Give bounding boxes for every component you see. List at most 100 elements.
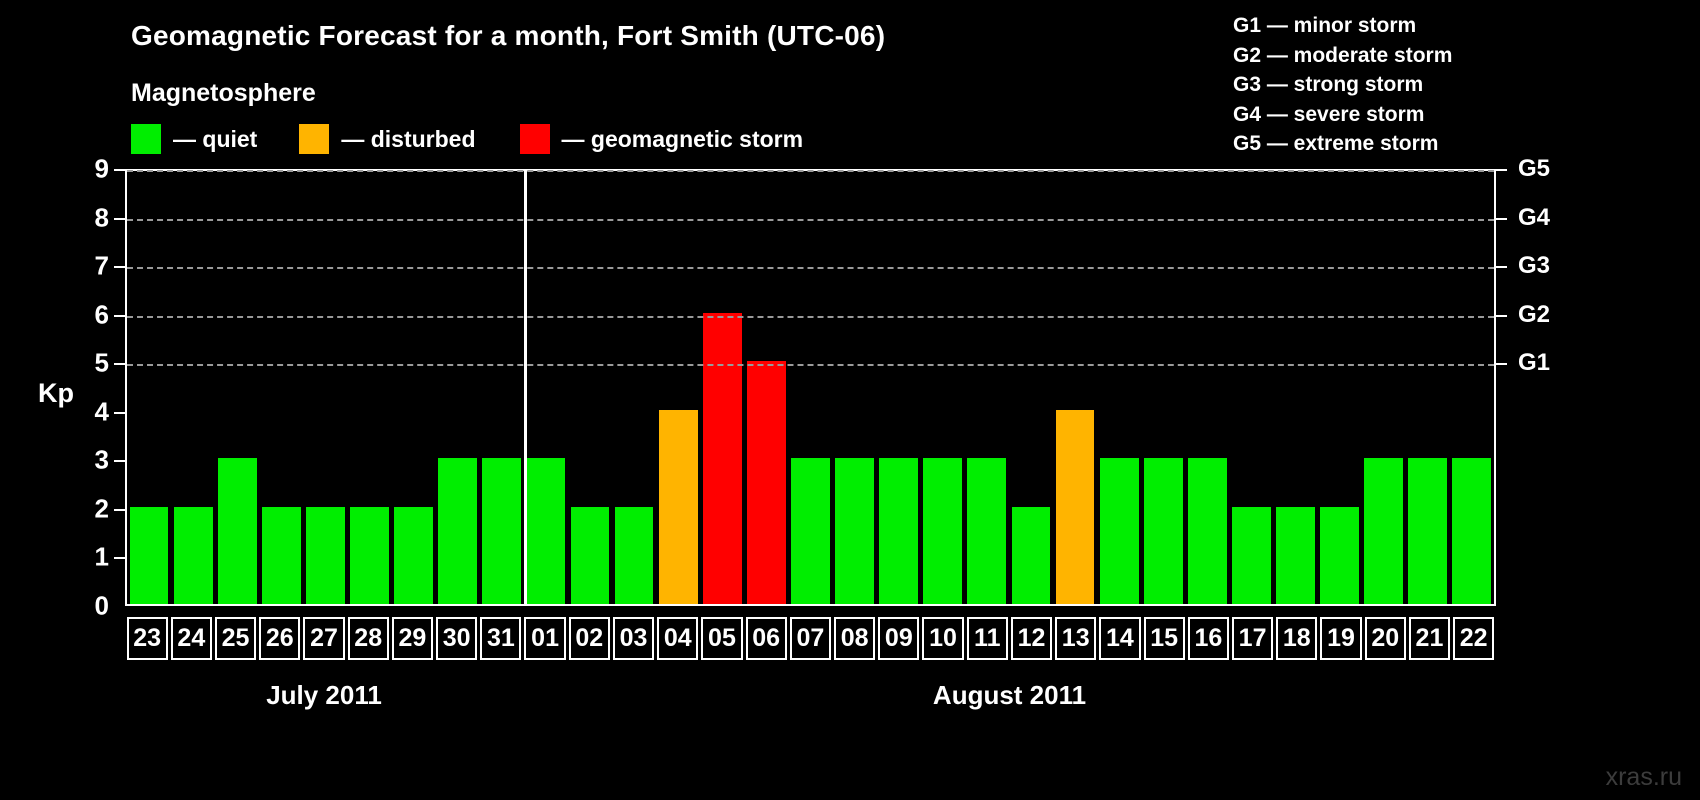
y-tick-label-6: 6 bbox=[94, 299, 109, 330]
g-axis-label-g2: G2 bbox=[1518, 300, 1551, 328]
legend-swatch-quiet bbox=[131, 124, 161, 154]
bar-08 bbox=[835, 458, 874, 604]
bar-07 bbox=[791, 458, 830, 604]
bar-slot bbox=[259, 171, 303, 604]
day-label-14: 14 bbox=[1099, 617, 1141, 660]
y-tick-label-0: 0 bbox=[94, 590, 109, 621]
bar-slot bbox=[215, 171, 259, 604]
bar-slot bbox=[127, 171, 171, 604]
bar-slot bbox=[1097, 171, 1141, 604]
day-label-21: 21 bbox=[1408, 617, 1451, 660]
day-label-10: 10 bbox=[922, 617, 964, 660]
y-tick-mark bbox=[114, 363, 125, 366]
bar-series bbox=[127, 171, 1494, 604]
day-label-16: 16 bbox=[1187, 617, 1229, 660]
g-scale-legend: G1 — minor storm G2 — moderate storm G3 — … bbox=[1233, 11, 1452, 159]
y-tick-label-4: 4 bbox=[94, 396, 109, 427]
bar-09 bbox=[879, 458, 919, 604]
day-label-23: 23 bbox=[126, 617, 168, 660]
legend-item-storm: — geomagnetic storm bbox=[519, 124, 803, 154]
y-tick-label-3: 3 bbox=[94, 444, 109, 475]
y-tick-mark bbox=[114, 217, 125, 220]
legend-label-quiet: — quiet bbox=[173, 125, 258, 152]
magnetosphere-legend: — quiet — disturbed — geomagnetic storm bbox=[131, 124, 803, 154]
gridline-g2 bbox=[127, 315, 1494, 318]
day-label-29: 29 bbox=[391, 617, 434, 660]
plot-area bbox=[125, 169, 1496, 606]
bar-29 bbox=[394, 506, 433, 604]
y-tick-mark bbox=[114, 314, 125, 317]
month-caption-0: July 2011 bbox=[266, 680, 382, 710]
bar-02 bbox=[570, 506, 610, 604]
bar-slot bbox=[1273, 171, 1317, 604]
y-tick-label-5: 5 bbox=[94, 347, 109, 378]
bar-24 bbox=[173, 506, 213, 604]
bar-slot bbox=[965, 171, 1009, 604]
y-tick-label-8: 8 bbox=[94, 202, 109, 233]
day-label-12: 12 bbox=[1010, 617, 1053, 660]
bar-slot bbox=[1053, 171, 1097, 604]
g-axis-label-g1: G1 bbox=[1518, 349, 1551, 377]
chart-subtitle: Magnetosphere bbox=[131, 79, 316, 107]
bar-slot bbox=[347, 171, 391, 604]
bar-slot bbox=[392, 171, 436, 604]
bar-slot bbox=[1362, 171, 1406, 604]
bar-19 bbox=[1320, 506, 1359, 604]
g-axis-label-g4: G4 bbox=[1518, 203, 1551, 231]
bar-16 bbox=[1187, 458, 1227, 604]
bar-20 bbox=[1364, 458, 1404, 604]
bar-slot bbox=[744, 171, 788, 604]
day-label-28: 28 bbox=[347, 617, 389, 660]
bar-12 bbox=[1011, 506, 1051, 604]
bar-26 bbox=[261, 506, 301, 604]
bar-slot bbox=[1318, 171, 1362, 604]
day-label-06: 06 bbox=[745, 617, 787, 660]
g-tick-mark bbox=[1496, 314, 1507, 317]
day-label-27: 27 bbox=[303, 617, 345, 660]
day-label-30: 30 bbox=[436, 617, 478, 660]
bar-23 bbox=[129, 506, 169, 604]
gridline-g3 bbox=[127, 267, 1494, 270]
page-title: Geomagnetic Forecast for a month, Fort S… bbox=[131, 20, 886, 51]
bar-22 bbox=[1452, 458, 1492, 604]
bar-slot bbox=[303, 171, 347, 604]
legend-swatch-storm bbox=[519, 124, 550, 154]
day-label-04: 04 bbox=[657, 617, 699, 660]
day-label-15: 15 bbox=[1143, 617, 1185, 660]
y-tick-mark bbox=[114, 460, 125, 463]
day-label-07: 07 bbox=[789, 617, 831, 660]
gridline-g1 bbox=[127, 364, 1494, 367]
bar-slot bbox=[436, 171, 480, 604]
g-scale-row-5: G5 — extreme storm bbox=[1233, 132, 1439, 155]
g-scale-row-1: G1 — minor storm bbox=[1233, 14, 1417, 37]
bar-slot bbox=[612, 171, 656, 604]
bar-slot bbox=[1229, 171, 1273, 604]
bar-slot bbox=[568, 171, 612, 604]
bar-27 bbox=[306, 506, 345, 604]
watermark: xras.ru bbox=[1605, 763, 1682, 791]
day-label-09: 09 bbox=[878, 617, 920, 660]
bar-15 bbox=[1143, 458, 1183, 604]
bar-slot bbox=[700, 171, 744, 604]
day-label-31: 31 bbox=[480, 617, 522, 660]
bar-slot bbox=[1450, 171, 1494, 604]
day-label-26: 26 bbox=[259, 617, 301, 660]
bar-18 bbox=[1276, 506, 1315, 604]
day-label-03: 03 bbox=[612, 617, 655, 660]
bar-13 bbox=[1055, 409, 1095, 604]
y-axis-title: Kp bbox=[38, 378, 74, 408]
bar-slot bbox=[877, 171, 921, 604]
bar-slot bbox=[171, 171, 215, 604]
day-label-24: 24 bbox=[170, 617, 212, 660]
day-label-19: 19 bbox=[1320, 617, 1362, 660]
gridline-g4 bbox=[127, 218, 1494, 221]
g-axis-label-g3: G3 bbox=[1518, 252, 1551, 280]
day-label-22: 22 bbox=[1453, 617, 1495, 660]
y-tick-mark bbox=[114, 169, 125, 171]
y-tick-label-9: 9 bbox=[94, 153, 109, 184]
day-label-25: 25 bbox=[214, 617, 257, 660]
bar-slot bbox=[1009, 171, 1053, 604]
g-tick-mark bbox=[1496, 169, 1507, 171]
bar-slot bbox=[833, 171, 877, 604]
